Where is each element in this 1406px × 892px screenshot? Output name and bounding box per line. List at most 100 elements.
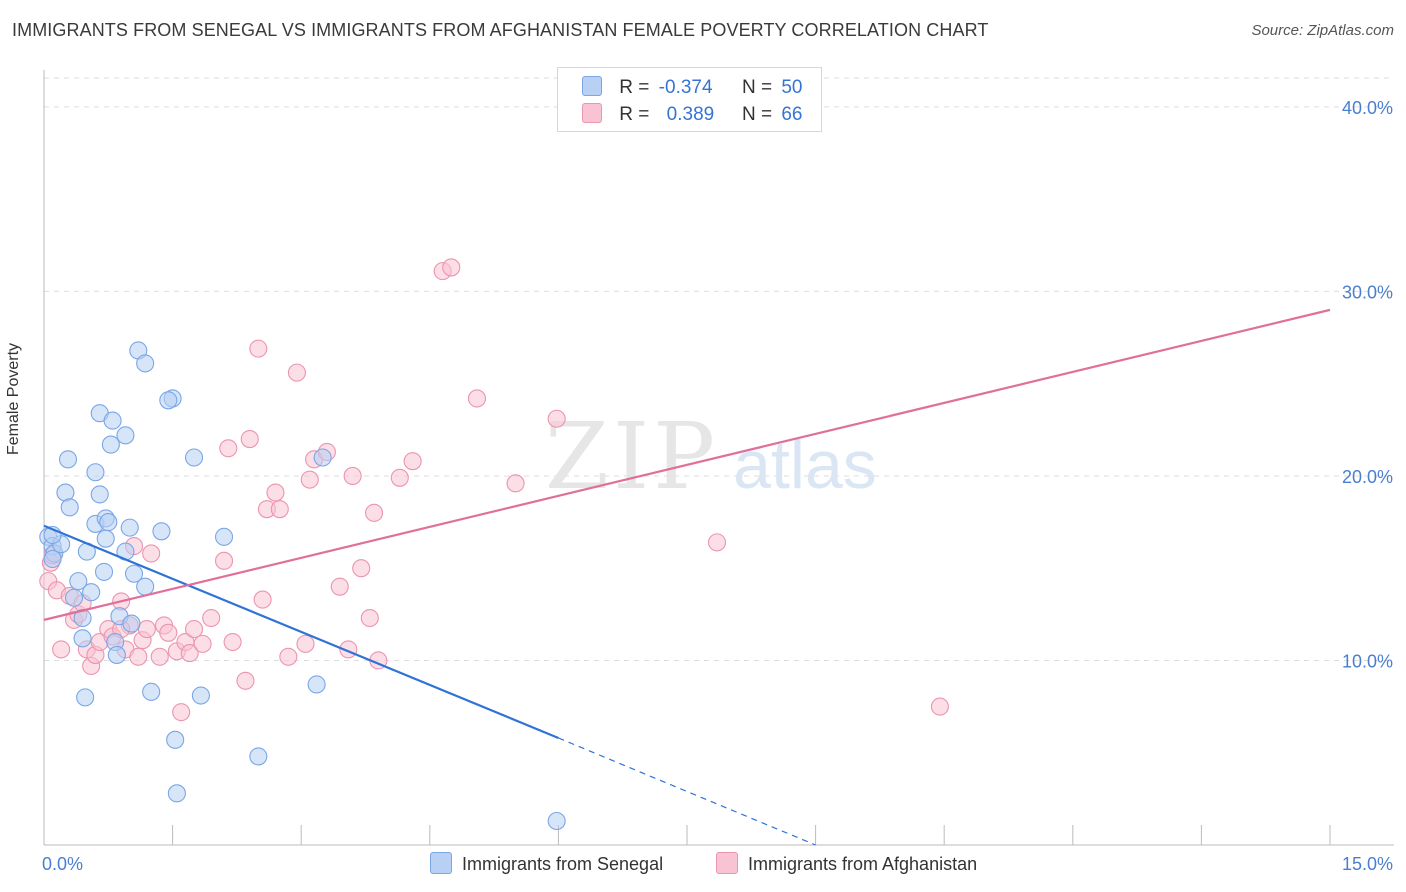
point-senegal-11 (73, 629, 92, 648)
point-senegal-39 (167, 784, 186, 803)
x-tick-label-min: 0.0% (42, 854, 83, 874)
bottom-legend-label-senegal: Immigrants from Senegal (462, 854, 664, 874)
bottom-legend-swatch-senegal (430, 852, 452, 874)
point-senegal-8 (64, 588, 84, 607)
point-afghanistan-33 (214, 551, 234, 570)
point-senegal-40 (184, 448, 204, 467)
legend-row-senegal: R = -0.374 N = 50 (582, 76, 802, 100)
point-senegal-33 (136, 354, 155, 373)
legend-n-label: N = (741, 77, 773, 98)
point-afghanistan-30 (184, 620, 204, 639)
point-afghanistan-62 (547, 409, 566, 428)
point-senegal-38 (166, 730, 185, 749)
point-afghanistan-43 (279, 647, 298, 666)
point-senegal-42 (214, 527, 234, 546)
point-afghanistan-35 (223, 632, 242, 652)
point-senegal-48 (99, 513, 118, 532)
watermark-atlas: atlas (733, 427, 877, 503)
point-senegal-27 (116, 426, 135, 445)
point-senegal-49 (159, 391, 178, 410)
point-afghanistan-45 (296, 634, 315, 653)
point-afghanistan-29 (180, 644, 199, 663)
point-afghanistan-22 (142, 544, 161, 563)
point-afghanistan-32 (202, 608, 221, 628)
point-afghanistan-36 (236, 671, 255, 690)
point-afghanistan-52 (352, 559, 371, 578)
point-senegal-19 (94, 562, 114, 581)
correlation-legend: R = -0.374 N = 50 R = 0.389 N = 66 (557, 67, 822, 132)
y-tick-label-0: 10.0% (1342, 651, 1393, 671)
point-afghanistan-44 (287, 363, 306, 382)
legend-r-label: R = (619, 104, 650, 125)
point-afghanistan-27 (172, 703, 191, 722)
point-senegal-31 (124, 564, 144, 583)
legend-r-label: R = (619, 77, 650, 98)
point-afghanistan-31 (193, 634, 212, 653)
trend-line-afghanistan (43, 308, 1331, 621)
point-senegal-22 (101, 435, 120, 454)
point-senegal-45 (313, 448, 332, 467)
trend-line-senegal-extrapolated (558, 737, 816, 846)
point-afghanistan-53 (360, 608, 379, 628)
series-senegal-points (39, 341, 566, 831)
legend-row-afghanistan: R = 0.389 N = 66 (582, 103, 802, 127)
legend-n-label: N = (741, 104, 773, 125)
axes (43, 70, 1394, 846)
point-senegal-41 (191, 686, 210, 705)
y-tick-label-1: 20.0% (1342, 467, 1393, 487)
point-afghanistan-42 (270, 500, 289, 519)
legend-swatch-afghanistan (582, 103, 602, 123)
point-senegal-7 (60, 498, 79, 517)
source-label: Source: ZipAtlas.com (1251, 22, 1394, 39)
point-senegal-34 (136, 577, 155, 596)
point-senegal-35 (142, 682, 161, 701)
point-afghanistan-37 (240, 429, 259, 449)
point-afghanistan-51 (343, 466, 362, 486)
chart-title: IMMIGRANTS FROM SENEGAL VS IMMIGRANTS FR… (12, 20, 989, 40)
point-afghanistan-64 (930, 697, 949, 716)
point-afghanistan-21 (137, 620, 156, 639)
point-afghanistan-34 (219, 439, 238, 458)
point-senegal-30 (122, 614, 141, 633)
x-tick-labels: 0.0% 15.0% (42, 854, 1393, 874)
trend-line-senegal (43, 524, 559, 739)
point-senegal-46 (547, 811, 566, 831)
point-afghanistan-39 (253, 590, 272, 609)
point-afghanistan-38 (249, 339, 268, 358)
legend-r-value-afghanistan: 0.389 (666, 104, 715, 125)
point-senegal-3 (43, 549, 62, 569)
grid-lines (44, 77, 1394, 661)
point-senegal-23 (103, 411, 122, 430)
y-tick-labels: 10.0% 20.0% 30.0% 40.0% (1342, 98, 1393, 672)
legend-n-value-afghanistan: 66 (781, 104, 803, 125)
watermark: ZIP atlas (545, 403, 877, 510)
bottom-legend-afghanistan: Immigrants from Afghanistan (716, 852, 977, 875)
point-afghanistan-63 (707, 533, 727, 552)
point-afghanistan-56 (390, 468, 409, 487)
legend-swatch-senegal (582, 76, 602, 96)
x-tick-label-max: 15.0% (1342, 854, 1393, 874)
legend-r-value-senegal: -0.374 (658, 77, 713, 98)
point-afghanistan-60 (467, 389, 487, 408)
point-senegal-21 (96, 529, 115, 548)
point-afghanistan-19 (129, 647, 148, 666)
bottom-legend-swatch-afghanistan (716, 852, 738, 874)
point-senegal-13 (82, 583, 101, 602)
y-tick-label-3: 40.0% (1342, 98, 1393, 118)
point-senegal-44 (307, 675, 326, 694)
trend-lines (43, 308, 1331, 846)
point-senegal-43 (249, 747, 268, 766)
point-senegal-17 (90, 485, 109, 504)
point-afghanistan-25 (159, 623, 178, 642)
point-afghanistan-61 (506, 474, 525, 493)
point-afghanistan-46 (300, 470, 319, 489)
point-senegal-36 (152, 522, 171, 541)
point-senegal-29 (120, 518, 139, 537)
point-afghanistan-41 (266, 483, 285, 502)
point-senegal-15 (86, 463, 105, 482)
point-afghanistan-4 (52, 640, 71, 659)
point-senegal-6 (58, 450, 78, 469)
point-senegal-9 (69, 572, 88, 591)
point-afghanistan-59 (442, 258, 461, 277)
